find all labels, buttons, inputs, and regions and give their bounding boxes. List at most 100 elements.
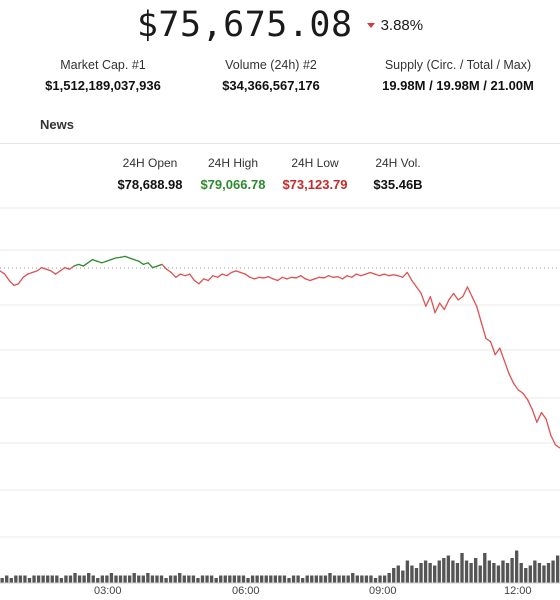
price-line-segment xyxy=(152,265,159,269)
price-line-segment xyxy=(263,276,270,279)
price-line-segment xyxy=(184,273,191,277)
price-line-segment xyxy=(536,411,543,423)
volume-bar xyxy=(132,573,136,583)
price-line-segment xyxy=(0,270,6,275)
volume-bar xyxy=(59,578,64,583)
stat-label: 24H Low xyxy=(291,156,339,170)
price-line-segment xyxy=(471,295,478,307)
volume-bar xyxy=(178,573,182,583)
price-line-segment xyxy=(332,276,339,278)
volume-bar xyxy=(510,558,514,583)
stat-label: 24H Vol. xyxy=(375,156,421,170)
volume-bar xyxy=(146,573,150,583)
volume-bar xyxy=(77,575,82,583)
volume-bar xyxy=(533,560,537,583)
price-line-segment xyxy=(124,255,131,259)
price-line-segment xyxy=(193,279,200,285)
volume-bar xyxy=(141,575,145,583)
volume-bar xyxy=(205,575,209,583)
price-line-segment xyxy=(295,275,302,279)
price-line-segment xyxy=(207,275,214,282)
price-line-segment xyxy=(13,283,20,287)
current-price: $75,675.08 xyxy=(136,5,353,45)
volume-bar xyxy=(314,575,318,583)
volume-bar xyxy=(501,560,505,583)
volume-bar xyxy=(232,575,237,583)
volume-bar xyxy=(127,575,132,583)
volume-bar xyxy=(187,575,191,583)
volume-bar xyxy=(451,560,455,583)
price-line-segment xyxy=(142,262,149,266)
price-line-segment xyxy=(545,418,552,436)
price-line-segment xyxy=(240,271,246,275)
price-line-segment xyxy=(341,275,348,280)
x-tick-label: 09:00 xyxy=(369,585,397,597)
volume-bar xyxy=(387,573,391,583)
volume-bar xyxy=(473,558,478,583)
price-line-segment xyxy=(8,279,15,287)
volume-bar xyxy=(487,560,492,583)
volume-bar xyxy=(551,560,555,583)
price-line-segment xyxy=(466,286,473,298)
volume-bar xyxy=(32,575,36,583)
price-line-segment xyxy=(346,275,353,278)
volume-bar xyxy=(392,568,396,583)
price-line-segment xyxy=(59,266,66,272)
stat-volume: Volume (24h) #2 $34,366,567,176 xyxy=(196,58,346,93)
volume-bar xyxy=(91,575,95,583)
volume-bar xyxy=(351,573,355,583)
price-line-segment xyxy=(175,273,182,278)
stat-value: $79,066.78 xyxy=(200,177,266,192)
price-line-segment xyxy=(494,347,501,356)
volume-bar xyxy=(300,578,305,583)
price-line-segment xyxy=(406,271,413,282)
price-line-segment xyxy=(300,275,307,280)
price-line-segment xyxy=(249,276,256,280)
price-line-segment xyxy=(309,278,316,282)
volume-bar xyxy=(378,575,382,583)
volume-bar xyxy=(50,575,54,583)
volume-bar xyxy=(223,575,227,583)
price-line-segment xyxy=(401,271,408,278)
price-line-segment xyxy=(115,256,121,259)
price-line-segment xyxy=(499,347,506,362)
volume-bar xyxy=(555,555,560,583)
price-change: 3.88% xyxy=(366,17,423,34)
price-line-segment xyxy=(50,270,57,275)
volume-bar xyxy=(464,560,469,583)
volume-bar xyxy=(341,575,346,583)
price-line-segment xyxy=(138,260,145,266)
price-line-segment xyxy=(96,260,103,264)
price-line-segment xyxy=(489,341,496,356)
volume-bar xyxy=(260,575,264,583)
price-line-segment xyxy=(480,321,487,340)
tab-news[interactable]: News xyxy=(40,117,74,132)
price-line-segment xyxy=(425,295,432,307)
stat-label: Volume (24h) #2 xyxy=(225,58,317,72)
stat-label: Supply (Circ. / Total / Max) xyxy=(384,58,532,72)
price-line-segment xyxy=(462,286,469,298)
volume-bar xyxy=(519,563,523,583)
price-line-segment xyxy=(517,389,524,394)
price-line-segment xyxy=(290,276,297,279)
stat-value: $34,366,567,176 xyxy=(222,78,320,93)
volume-bar xyxy=(323,575,328,583)
price-line-segment xyxy=(17,276,24,285)
price-line-segment xyxy=(189,273,196,282)
price-line-segment xyxy=(68,265,75,270)
price-line-segment xyxy=(476,305,482,324)
price-line-segment xyxy=(355,273,362,277)
volume-bar xyxy=(310,575,314,583)
volume-bar xyxy=(219,575,223,583)
price-line-segment xyxy=(452,292,459,301)
price-line-segment xyxy=(327,275,334,278)
price-line-segment xyxy=(87,258,94,264)
price-line-segment xyxy=(212,275,219,278)
volume-bar xyxy=(73,573,77,583)
volume-bar xyxy=(410,565,414,583)
price-line-segment xyxy=(281,276,288,280)
volume-bar xyxy=(164,578,168,583)
price-line-segment xyxy=(27,271,34,275)
price-line-segment xyxy=(216,273,223,278)
